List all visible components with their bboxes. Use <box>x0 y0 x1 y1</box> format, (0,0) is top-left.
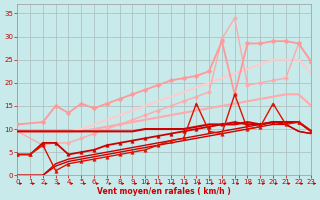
X-axis label: Vent moyen/en rafales ( km/h ): Vent moyen/en rafales ( km/h ) <box>98 187 231 196</box>
